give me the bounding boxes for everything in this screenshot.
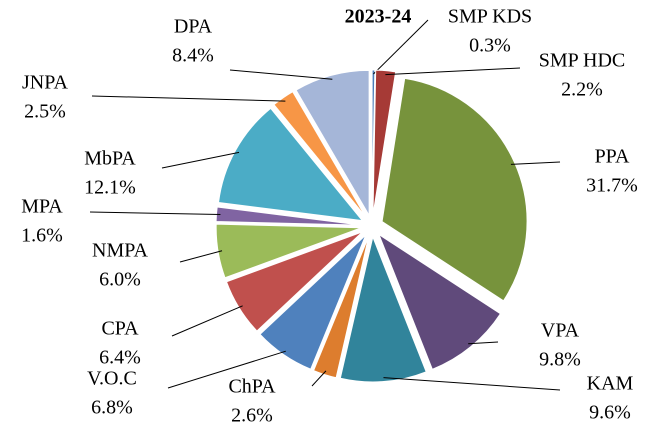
slice-label: SMP HDC: [539, 50, 626, 72]
slice-value-label: 8.4%: [172, 45, 214, 67]
leader-line: [161, 151, 240, 169]
slice-value-label: 6.4%: [99, 347, 141, 369]
leader-line: [373, 19, 429, 75]
slice-value-label: 6.8%: [91, 397, 133, 419]
slice-value-label: 2.6%: [231, 405, 273, 427]
leader-line: [383, 377, 561, 391]
leader-line: [91, 95, 286, 102]
slice-value-label: 6.0%: [99, 269, 141, 291]
slice-value-label: 9.6%: [589, 402, 631, 424]
slice-value-label: 1.6%: [21, 225, 63, 247]
leader-line: [311, 370, 327, 387]
slice-label: KAM: [587, 373, 634, 395]
slice-label: VPA: [541, 320, 580, 342]
slice-value-label: 0.3%: [469, 35, 511, 57]
leader-line: [167, 350, 286, 389]
leader-line: [171, 305, 243, 337]
slice-value-label: 31.7%: [586, 175, 638, 197]
pie-slice: [259, 234, 367, 370]
slice-value-label: 2.2%: [561, 79, 603, 101]
pie-slice: [371, 69, 376, 216]
pie-slice: [377, 233, 502, 370]
slice-label: DPA: [174, 16, 213, 38]
pie-slice: [381, 77, 528, 302]
pie-slice: [372, 69, 397, 216]
slice-label: MbPA: [84, 148, 136, 170]
pie-slice: [339, 235, 427, 383]
slice-label: MPA: [21, 196, 63, 218]
pie-slice: [312, 236, 370, 379]
slice-label: ChPA: [228, 376, 276, 398]
chart-title: 2023-24: [345, 6, 412, 28]
slice-value-label: 2.5%: [24, 101, 66, 123]
leader-line: [179, 250, 223, 263]
slice-label: NMPA: [92, 240, 149, 262]
pie-slice: [273, 91, 367, 218]
leader-line: [89, 211, 221, 216]
slice-value-label: 12.1%: [84, 177, 136, 199]
slice-label: JNPA: [22, 72, 69, 94]
pie-slice: [225, 231, 363, 332]
pie-slice: [295, 69, 370, 218]
slice-label: PPA: [595, 146, 630, 168]
pie-slice: [217, 107, 364, 222]
slice-label: CPA: [101, 318, 139, 340]
slice-label: V.O.C: [87, 368, 137, 390]
leader-line: [385, 67, 521, 76]
slice-label: SMP KDS: [448, 6, 532, 28]
leader-line: [229, 69, 333, 80]
slice-value-label: 9.8%: [539, 349, 581, 371]
leader-line: [468, 341, 499, 345]
leader-line: [510, 161, 561, 165]
